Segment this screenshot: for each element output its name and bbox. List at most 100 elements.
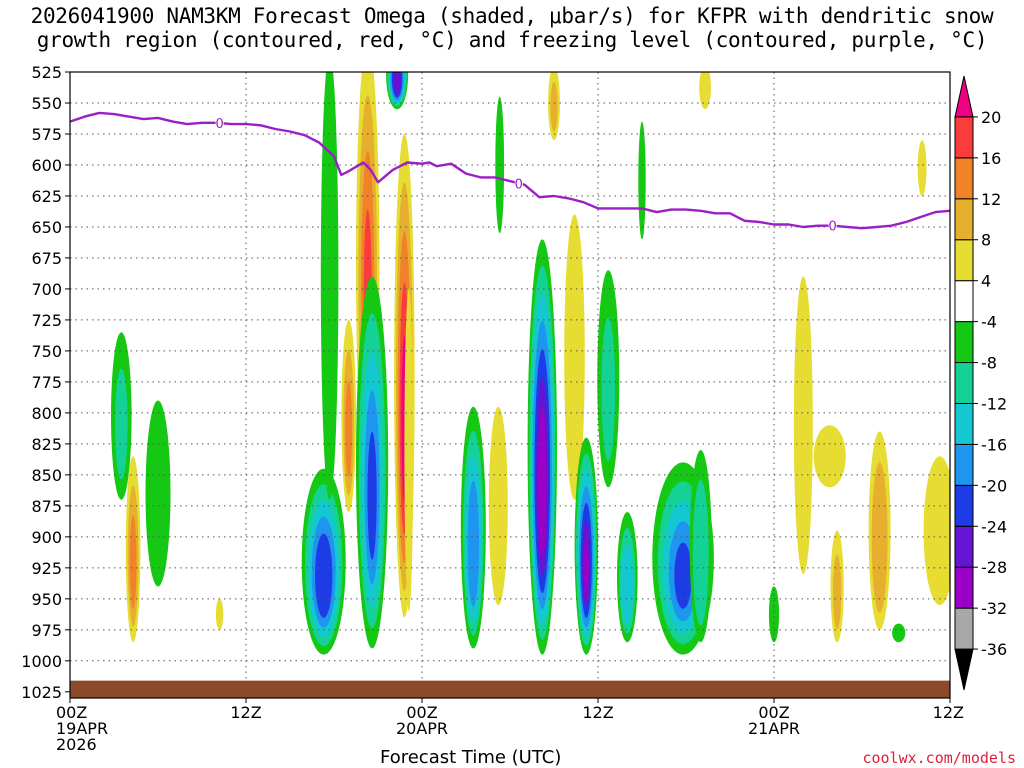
credit-link[interactable]: coolwx.com/models	[862, 749, 1016, 767]
omega-cell	[917, 140, 927, 197]
colorbar-segment	[954, 362, 974, 404]
y-tick-label: 850	[31, 466, 62, 485]
chart-title-line2: growth region (contoured, red, °C) and f…	[36, 28, 988, 52]
colorbar-label: 12	[981, 190, 1001, 209]
omega-shell	[833, 554, 842, 629]
y-tick-label: 650	[31, 218, 62, 237]
colorbar-label: -16	[981, 435, 1007, 454]
omega-cell	[768, 586, 780, 643]
y-tick-label: 750	[31, 342, 62, 361]
omega-shell	[564, 214, 585, 500]
colorbar-label: 4	[981, 272, 991, 291]
omega-cell	[301, 468, 346, 655]
colorbar-segment	[954, 402, 974, 445]
colorbar-label: -4	[981, 313, 997, 332]
x-tick-label: 20APR	[396, 719, 448, 738]
colorbar-segment	[954, 239, 974, 282]
omega-cell	[125, 456, 141, 643]
omega-cell	[404, 289, 414, 612]
omega-shell	[550, 82, 558, 132]
freezing-level-line	[70, 111, 950, 230]
omega-shell	[699, 72, 711, 110]
omega-cell	[617, 511, 638, 643]
y-tick-label: 900	[31, 528, 62, 547]
y-tick-label: 725	[31, 311, 62, 330]
omega-shell	[345, 381, 353, 478]
colorbar-label: -24	[981, 517, 1007, 536]
x-tick-label: 12Z	[230, 703, 261, 722]
x-tick-label: 00Z	[56, 703, 87, 722]
omega-shell	[638, 121, 646, 240]
freezing-level-label: 0	[515, 177, 523, 192]
colorbar-segment	[954, 280, 974, 323]
y-tick-label: 1025	[21, 683, 62, 702]
omega-shell	[583, 538, 589, 597]
omega-cell	[341, 319, 357, 513]
omega-cell	[892, 623, 906, 643]
x-tick-label: 21APR	[748, 719, 800, 738]
omega-shell	[623, 561, 631, 615]
x-tick-label: 12Z	[933, 703, 964, 722]
y-tick-label: 525	[31, 63, 62, 82]
y-tick-label: 925	[31, 559, 62, 578]
colorbar-segment	[954, 157, 974, 200]
colorbar-label: -36	[981, 640, 1007, 659]
y-tick-label: 550	[31, 94, 62, 113]
omega-cell	[793, 276, 813, 575]
omega-cell	[527, 239, 557, 655]
y-tick-label: 975	[31, 621, 62, 640]
x-tick-label: 00Z	[758, 703, 789, 722]
omega-cell	[813, 425, 846, 488]
omega-cell	[564, 214, 585, 500]
y-tick-label: 775	[31, 373, 62, 392]
colorbar-segment	[954, 525, 974, 568]
omega-cell	[689, 449, 712, 643]
colorbar-segment	[954, 321, 974, 364]
y-tick-label: 600	[31, 156, 62, 175]
colorbar-label: 8	[981, 231, 991, 250]
x-tick-label: 12Z	[582, 703, 613, 722]
omega-colorbar: -36 -32 -28 -24 -20 -16 -12 -8 -4 4 8 12 16 20	[954, 75, 1007, 691]
colorbar-label: 16	[981, 149, 1001, 168]
colorbar-segment	[954, 607, 974, 650]
omega-shell	[469, 507, 477, 591]
y-tick-label: 875	[31, 497, 62, 516]
colorbar-segment	[954, 484, 974, 527]
colorbar-segment	[954, 566, 974, 609]
colorbar-segment	[954, 75, 974, 118]
x-axis-title: Forecast Time (UTC)	[380, 747, 562, 768]
omega-shell	[215, 598, 224, 630]
omega-shading	[111, 72, 950, 655]
omega-shell	[674, 542, 692, 609]
omega-shell	[917, 140, 927, 197]
omega-cell	[574, 437, 598, 655]
y-tick-label: 675	[31, 249, 62, 268]
chart-title: 2026041900 NAM3KM Forecast Omega (shaded…	[0, 4, 1024, 52]
x-tick-label: 19APR	[56, 719, 108, 738]
y-tick-label: 1000	[21, 652, 62, 671]
colorbar-segment	[954, 443, 974, 486]
omega-cell	[111, 332, 132, 500]
colorbar-segment	[954, 116, 974, 159]
omega-shell	[318, 551, 330, 608]
dgz-contour-line	[913, 67, 950, 70]
omega-cell	[386, 72, 409, 110]
omega-cell	[638, 121, 646, 240]
omega-shell	[874, 494, 885, 595]
contour-lines: 0 0 0	[70, 67, 950, 235]
omega-cell	[597, 270, 620, 488]
omega-shell	[539, 439, 545, 539]
omega-cell	[320, 72, 339, 500]
y-tick-label: 950	[31, 590, 62, 609]
omega-cell	[830, 530, 844, 643]
colorbar-label: -32	[981, 599, 1007, 618]
omega-shell	[115, 368, 128, 480]
omega-cell	[699, 72, 711, 110]
colorbar-segment	[954, 198, 974, 241]
y-tick-label: 700	[31, 280, 62, 299]
omega-shell	[488, 406, 508, 606]
plot-background	[70, 72, 950, 698]
omega-cell	[548, 72, 560, 141]
omega-cell	[923, 456, 950, 606]
